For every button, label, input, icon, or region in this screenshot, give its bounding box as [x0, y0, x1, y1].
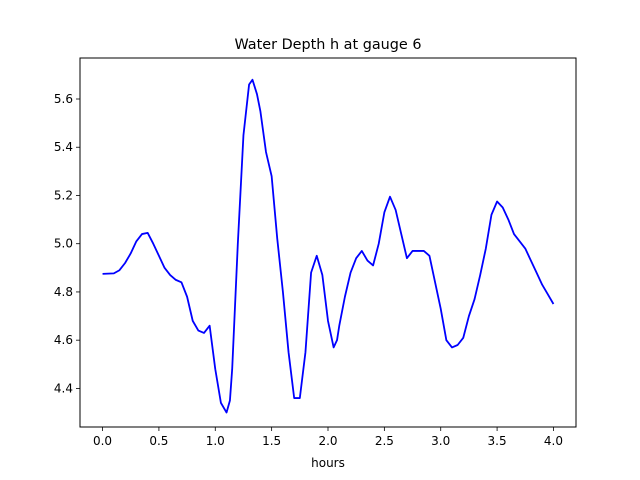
y-axis-ticks: 4.4 4.6 4.8 5.0 5.2 5.4 5.6 — [54, 92, 80, 395]
x-tick-label: 0.0 — [93, 434, 112, 448]
x-axis-ticks: 0.0 0.5 1.0 1.5 2.0 2.5 3.0 3.5 4.0 — [93, 427, 563, 448]
y-tick-label: 4.8 — [54, 285, 73, 299]
x-tick-label: 3.5 — [488, 434, 507, 448]
plot-area — [102, 78, 555, 414]
x-tick-label: 4.0 — [544, 434, 563, 448]
x-tick-label: 2.0 — [318, 434, 337, 448]
y-tick-label: 5.2 — [54, 188, 73, 202]
y-tick-label: 5.6 — [54, 92, 73, 106]
chart-title: Water Depth h at gauge 6 — [234, 37, 421, 53]
y-tick-label: 5.4 — [54, 140, 73, 154]
y-tick-label: 4.6 — [54, 333, 73, 347]
x-tick-label: 1.5 — [262, 434, 281, 448]
x-tick-label: 1.0 — [206, 434, 225, 448]
x-axis-label: hours — [311, 456, 345, 470]
x-tick-label: 2.5 — [375, 434, 394, 448]
series-line-0 — [102, 78, 555, 414]
y-tick-label: 4.4 — [54, 381, 73, 395]
x-tick-label: 0.5 — [149, 434, 168, 448]
x-tick-label: 3.0 — [431, 434, 450, 448]
y-tick-label: 5.0 — [54, 237, 73, 251]
